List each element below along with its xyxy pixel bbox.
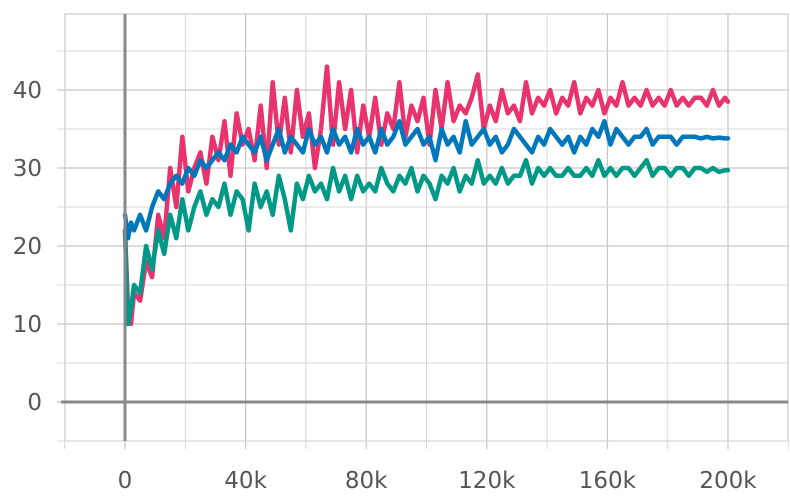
y-tick-labels: 0 10 20 30 40 bbox=[13, 78, 42, 416]
grid bbox=[57, 13, 789, 449]
y-tick-label: 30 bbox=[13, 156, 42, 182]
axes bbox=[61, 14, 788, 441]
y-tick-label: 20 bbox=[13, 234, 42, 260]
y-tick-label: 40 bbox=[13, 78, 42, 104]
y-tick-label: 0 bbox=[27, 390, 42, 416]
y-tick-label: 10 bbox=[13, 312, 42, 338]
series-line-2 bbox=[122, 157, 731, 327]
x-tick-label: 0 bbox=[118, 468, 133, 494]
x-tick-label: 40k bbox=[224, 468, 267, 494]
x-tick-label: 120k bbox=[458, 468, 516, 494]
x-tick-labels: 0 40k 80k 120k 160k 200k bbox=[118, 468, 758, 494]
series-line-3 bbox=[122, 118, 731, 241]
x-tick-label: 160k bbox=[579, 468, 637, 494]
series-lines bbox=[122, 64, 731, 327]
x-tick-label: 80k bbox=[345, 468, 388, 494]
series-line-1 bbox=[122, 64, 731, 327]
x-tick-label: 200k bbox=[699, 468, 757, 494]
